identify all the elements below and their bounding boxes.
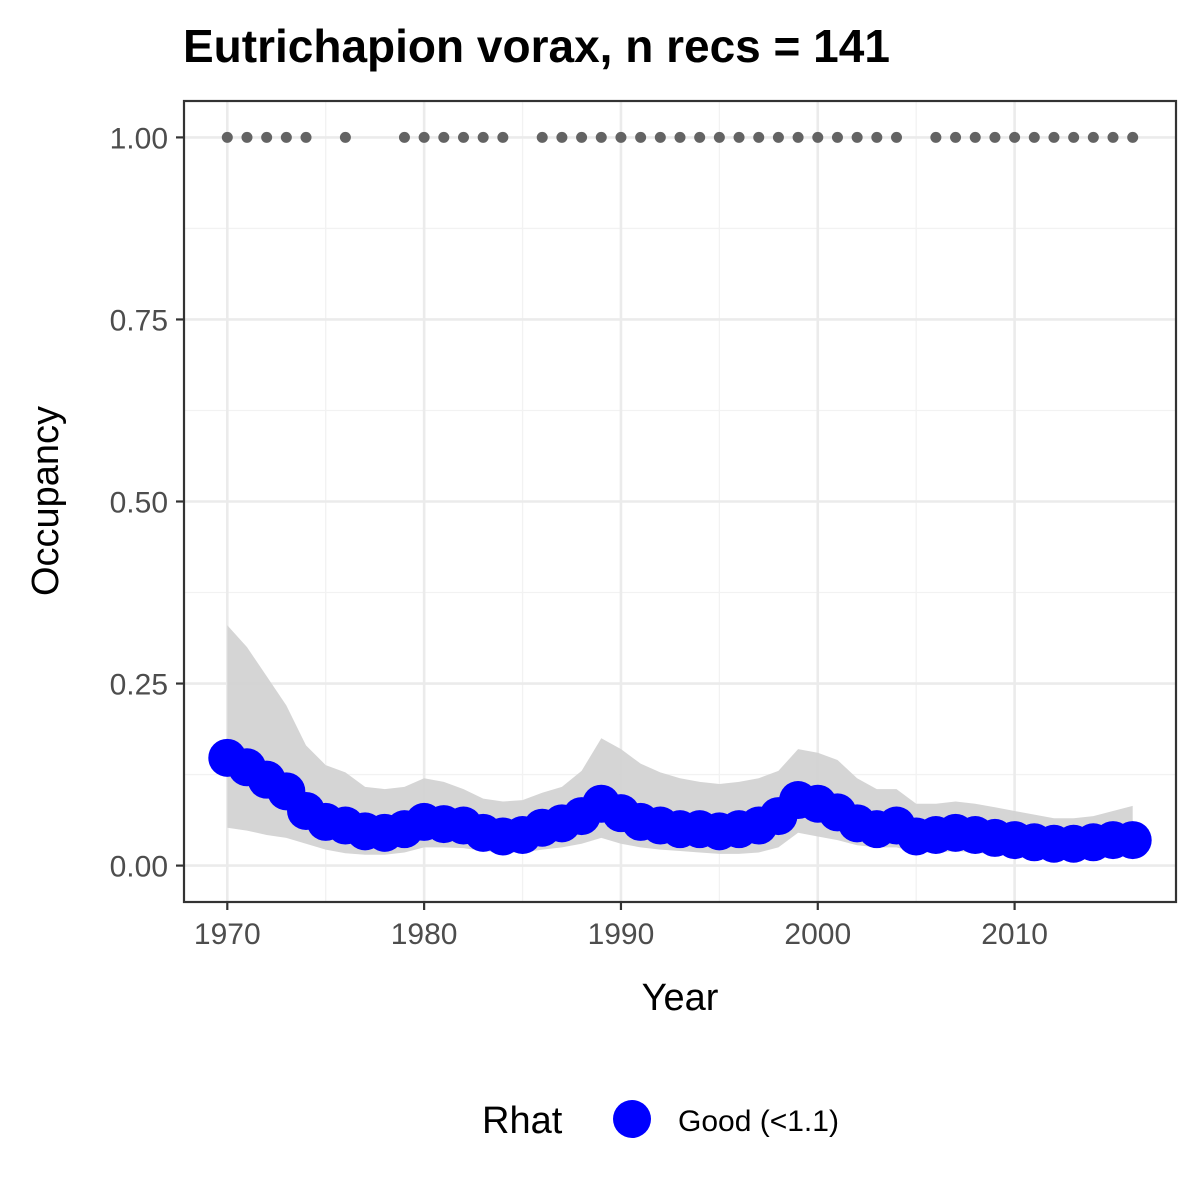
record-point: [831, 131, 843, 143]
record-point: [576, 131, 588, 143]
record-point: [457, 131, 469, 143]
record-point: [398, 131, 410, 143]
credible-interval-ribbon-layer: [227, 625, 1133, 857]
record-point: [595, 131, 607, 143]
record-point: [772, 131, 784, 143]
record-point: [497, 131, 509, 143]
record-point: [241, 131, 253, 143]
record-point: [1107, 131, 1119, 143]
record-point: [280, 131, 292, 143]
x-axis-title: Year: [642, 977, 719, 1019]
x-tick-label: 1970: [194, 918, 261, 951]
record-point: [635, 131, 647, 143]
record-point: [792, 131, 804, 143]
legend: Rhat Good (<1.1): [482, 1100, 839, 1142]
y-tick-label: 0.75: [110, 304, 168, 337]
credible-interval-ribbon: [227, 625, 1133, 857]
x-tick-label: 1980: [391, 918, 458, 951]
record-point: [477, 131, 489, 143]
x-tick-label: 1990: [588, 918, 655, 951]
record-point: [221, 131, 233, 143]
record-point: [1028, 131, 1040, 143]
y-axis-title: Occupancy: [25, 406, 67, 596]
record-point: [536, 131, 548, 143]
record-point: [654, 131, 666, 143]
record-point: [989, 131, 1001, 143]
record-point: [1009, 131, 1021, 143]
y-tick-label: 0.00: [110, 851, 168, 884]
record-point: [713, 131, 725, 143]
legend-title: Rhat: [482, 1100, 563, 1142]
record-point: [694, 131, 706, 143]
y-axis: 0.00 0.25 0.50 0.75 1.00: [110, 122, 184, 884]
chart-title: Eutrichapion vorax, n recs = 141: [183, 20, 890, 72]
record-point: [1087, 131, 1099, 143]
record-point: [1068, 131, 1080, 143]
record-point: [851, 131, 863, 143]
y-tick-label: 1.00: [110, 122, 168, 155]
y-tick-label: 0.25: [110, 669, 168, 702]
y-tick-label: 0.50: [110, 487, 168, 520]
record-point: [930, 131, 942, 143]
record-points-layer: [221, 131, 1139, 143]
record-point: [300, 131, 312, 143]
record-point: [674, 131, 686, 143]
record-point: [891, 131, 903, 143]
record-point: [969, 131, 981, 143]
record-point: [261, 131, 273, 143]
record-point: [615, 131, 627, 143]
record-point: [733, 131, 745, 143]
occupancy-point: [1113, 821, 1152, 860]
x-tick-label: 2000: [784, 918, 851, 951]
record-point: [871, 131, 883, 143]
record-point: [950, 131, 962, 143]
record-point: [753, 131, 765, 143]
record-point: [556, 131, 568, 143]
record-point: [812, 131, 824, 143]
x-tick-label: 2010: [981, 918, 1048, 951]
record-point: [438, 131, 450, 143]
occupancy-points-layer: [208, 738, 1152, 863]
record-point: [1127, 131, 1139, 143]
legend-key-good: [613, 1100, 651, 1138]
record-point: [339, 131, 351, 143]
x-axis: 1970 1980 1990 2000 2010: [194, 902, 1048, 951]
record-point: [1048, 131, 1060, 143]
legend-label-good: Good (<1.1): [678, 1105, 839, 1138]
record-point: [418, 131, 430, 143]
